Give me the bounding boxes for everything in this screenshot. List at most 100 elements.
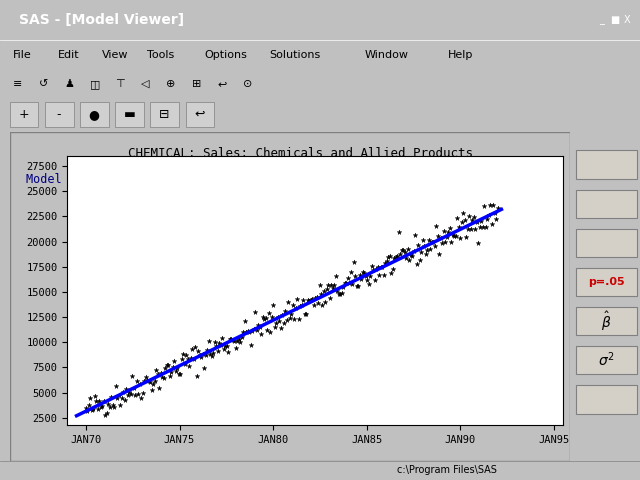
- Point: [303, 296, 313, 304]
- Point: [172, 364, 182, 372]
- Point: [312, 293, 322, 301]
- Point: [100, 411, 111, 419]
- Point: [284, 314, 294, 322]
- Point: [125, 390, 136, 397]
- Point: [259, 315, 269, 323]
- Point: [493, 204, 503, 212]
- Point: [88, 406, 99, 413]
- Point: [428, 238, 438, 246]
- Point: [412, 260, 422, 267]
- Point: [200, 351, 211, 359]
- Text: Help: Help: [448, 50, 474, 60]
- Text: +: +: [19, 108, 29, 121]
- FancyBboxPatch shape: [576, 346, 637, 374]
- Point: [246, 341, 256, 348]
- Point: [234, 336, 244, 343]
- Point: [437, 239, 447, 247]
- Point: [124, 388, 134, 396]
- Text: Edit: Edit: [58, 50, 79, 60]
- Point: [310, 294, 320, 302]
- Point: [141, 373, 151, 381]
- Point: [162, 361, 172, 369]
- Point: [209, 338, 220, 346]
- Point: [409, 248, 419, 255]
- Point: [325, 295, 335, 302]
- Point: [404, 256, 415, 264]
- Text: SAS - [Model Viewer]: SAS - [Model Viewer]: [19, 13, 184, 27]
- Point: [401, 254, 412, 262]
- Point: [295, 302, 305, 310]
- Point: [397, 246, 407, 253]
- Point: [111, 383, 121, 390]
- Point: [348, 280, 358, 288]
- Point: [212, 347, 223, 355]
- FancyBboxPatch shape: [115, 102, 144, 127]
- Point: [121, 385, 131, 393]
- Point: [449, 232, 460, 240]
- Point: [108, 401, 118, 408]
- Point: [195, 351, 205, 359]
- Point: [150, 377, 160, 385]
- Point: [169, 358, 179, 365]
- Text: ◫: ◫: [90, 79, 100, 89]
- Point: [171, 367, 181, 375]
- Point: [83, 408, 93, 415]
- Point: [256, 331, 266, 338]
- Point: [186, 354, 196, 361]
- Point: [484, 211, 494, 218]
- Point: [371, 265, 381, 273]
- Point: [372, 263, 383, 271]
- Point: [335, 290, 346, 298]
- Point: [266, 313, 276, 321]
- Point: [229, 337, 239, 345]
- Point: [287, 301, 298, 309]
- Point: [208, 349, 218, 357]
- Point: [145, 378, 156, 386]
- Point: [228, 336, 238, 344]
- Text: CHEMICAL: Sales: Chemicals and Allied Products: CHEMICAL: Sales: Chemicals and Allied Pr…: [128, 147, 474, 160]
- Point: [180, 360, 190, 368]
- Point: [396, 251, 406, 258]
- Text: ⊟: ⊟: [159, 108, 170, 121]
- Point: [129, 384, 139, 392]
- Point: [473, 240, 483, 247]
- Point: [425, 245, 435, 253]
- Point: [461, 233, 472, 241]
- Point: [157, 373, 168, 381]
- Point: [364, 281, 374, 288]
- Point: [207, 352, 217, 360]
- Point: [168, 363, 178, 371]
- Point: [419, 242, 429, 250]
- Point: [268, 301, 278, 309]
- Point: [403, 246, 413, 253]
- Point: [159, 374, 169, 382]
- Point: [433, 232, 443, 240]
- Point: [97, 403, 108, 410]
- Text: _: _: [599, 15, 604, 25]
- Point: [458, 209, 468, 217]
- Point: [355, 271, 365, 278]
- Point: [407, 252, 417, 260]
- Point: [118, 388, 129, 396]
- Point: [422, 247, 433, 254]
- Point: [388, 265, 398, 273]
- Point: [385, 252, 395, 260]
- Point: [252, 326, 262, 334]
- Point: [391, 253, 401, 261]
- Text: p=.05: p=.05: [588, 277, 625, 287]
- Point: [291, 304, 301, 312]
- FancyBboxPatch shape: [150, 102, 179, 127]
- Point: [120, 396, 130, 404]
- Point: [337, 289, 347, 297]
- Point: [226, 335, 236, 343]
- Point: [468, 214, 479, 221]
- Point: [205, 350, 215, 358]
- Point: [94, 397, 104, 405]
- Text: ⊙: ⊙: [243, 79, 253, 89]
- Point: [114, 391, 124, 398]
- Point: [400, 248, 410, 255]
- Point: [85, 395, 95, 402]
- Text: $\sigma^2$: $\sigma^2$: [598, 351, 615, 370]
- Text: Solutions: Solutions: [269, 50, 320, 60]
- Text: Tools: Tools: [147, 50, 175, 60]
